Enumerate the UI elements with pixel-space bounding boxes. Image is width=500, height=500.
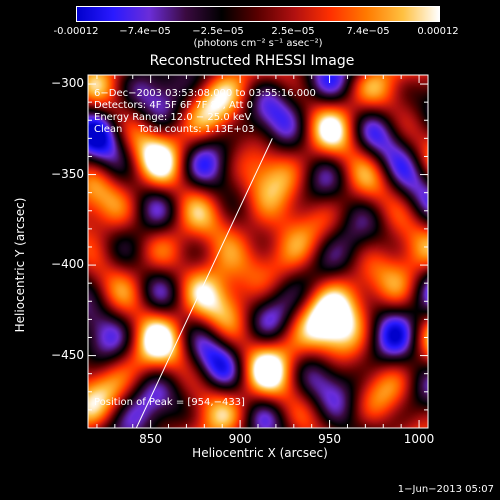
footer-timestamp: 1−Jun−2013 05:07 (397, 484, 494, 495)
colorbar-tick-label: −7.4e−05 (119, 26, 171, 37)
info-peak-position: Position of Peak = [954,−433] (94, 397, 245, 408)
colorbar (76, 6, 440, 22)
y-axis-label: Heliocentric Y (arcsec) (13, 197, 27, 333)
chart-title: Reconstructed RHESSI Image (149, 53, 355, 69)
colorbar-tick-label: −2.5e−05 (192, 26, 244, 37)
y-tick-label: −450 (51, 347, 84, 362)
colorbar-tick-label: 7.4e−05 (346, 26, 390, 37)
x-tick-label: 1000 (403, 432, 435, 446)
y-tick-label: −400 (51, 257, 84, 272)
info-time-range: 6−Dec−2003 03:53:08.000 to 03:55:16.000 (94, 88, 316, 99)
heatmap-image (88, 75, 428, 428)
info-detectors: Detectors: 4F 5F 6F 7F 8F, Att 0 (94, 100, 254, 111)
info-energy-range: Energy Range: 12.0 − 25.0 keV (94, 112, 252, 123)
x-tick-label: 850 (139, 432, 163, 446)
y-tick-label: −350 (51, 166, 84, 181)
colorbar-tick-label: -0.00012 (53, 26, 99, 37)
x-tick-label: 950 (318, 432, 342, 446)
x-tick-label: 900 (228, 432, 252, 446)
x-axis-label: Heliocentric X (arcsec) (192, 446, 328, 460)
colorbar-unit: (photons cm⁻² s⁻¹ asec⁻²) (193, 38, 323, 49)
colorbar-tick-label: 2.5e−05 (271, 26, 315, 37)
colorbar-tick-label: 0.00012 (417, 26, 459, 37)
info-clean-counts: Clean Total counts: 1.13E+03 (94, 124, 255, 135)
y-tick-label: −300 (51, 76, 84, 91)
limb-line (135, 138, 273, 429)
